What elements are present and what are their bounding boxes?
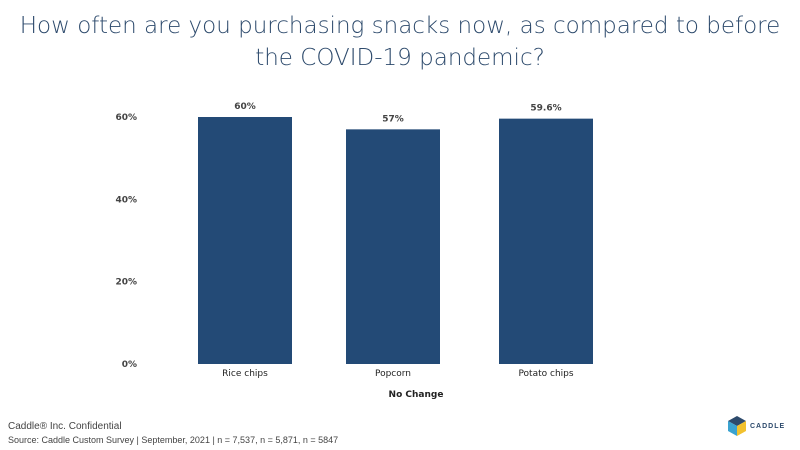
logo-text: CADDLE xyxy=(750,422,786,430)
data-label: 59.6% xyxy=(530,104,561,114)
category-label: Rice chips xyxy=(222,369,268,379)
caddle-logo: CADDLE xyxy=(728,416,785,436)
x-axis-label: No Change xyxy=(389,390,444,400)
y-tick-label: 0% xyxy=(122,360,137,370)
bar-potato-chips xyxy=(499,118,593,364)
caddle-logo-icon xyxy=(728,416,746,436)
category-label: Popcorn xyxy=(375,369,411,379)
confidential-note: Caddle® Inc. Confidential xyxy=(8,421,122,432)
bar-rice-chips xyxy=(198,117,292,364)
chart-title: How often are you purchasing snacks now,… xyxy=(19,13,781,71)
category-label: Potato chips xyxy=(518,369,573,379)
y-tick-label: 40% xyxy=(115,195,137,205)
source-note: Source: Caddle Custom Survey | September… xyxy=(8,435,339,445)
bar-popcorn xyxy=(346,129,440,364)
data-label: 60% xyxy=(234,102,256,112)
y-tick-label: 20% xyxy=(115,278,137,288)
data-label: 57% xyxy=(382,114,404,124)
y-tick-label: 60% xyxy=(115,113,137,123)
